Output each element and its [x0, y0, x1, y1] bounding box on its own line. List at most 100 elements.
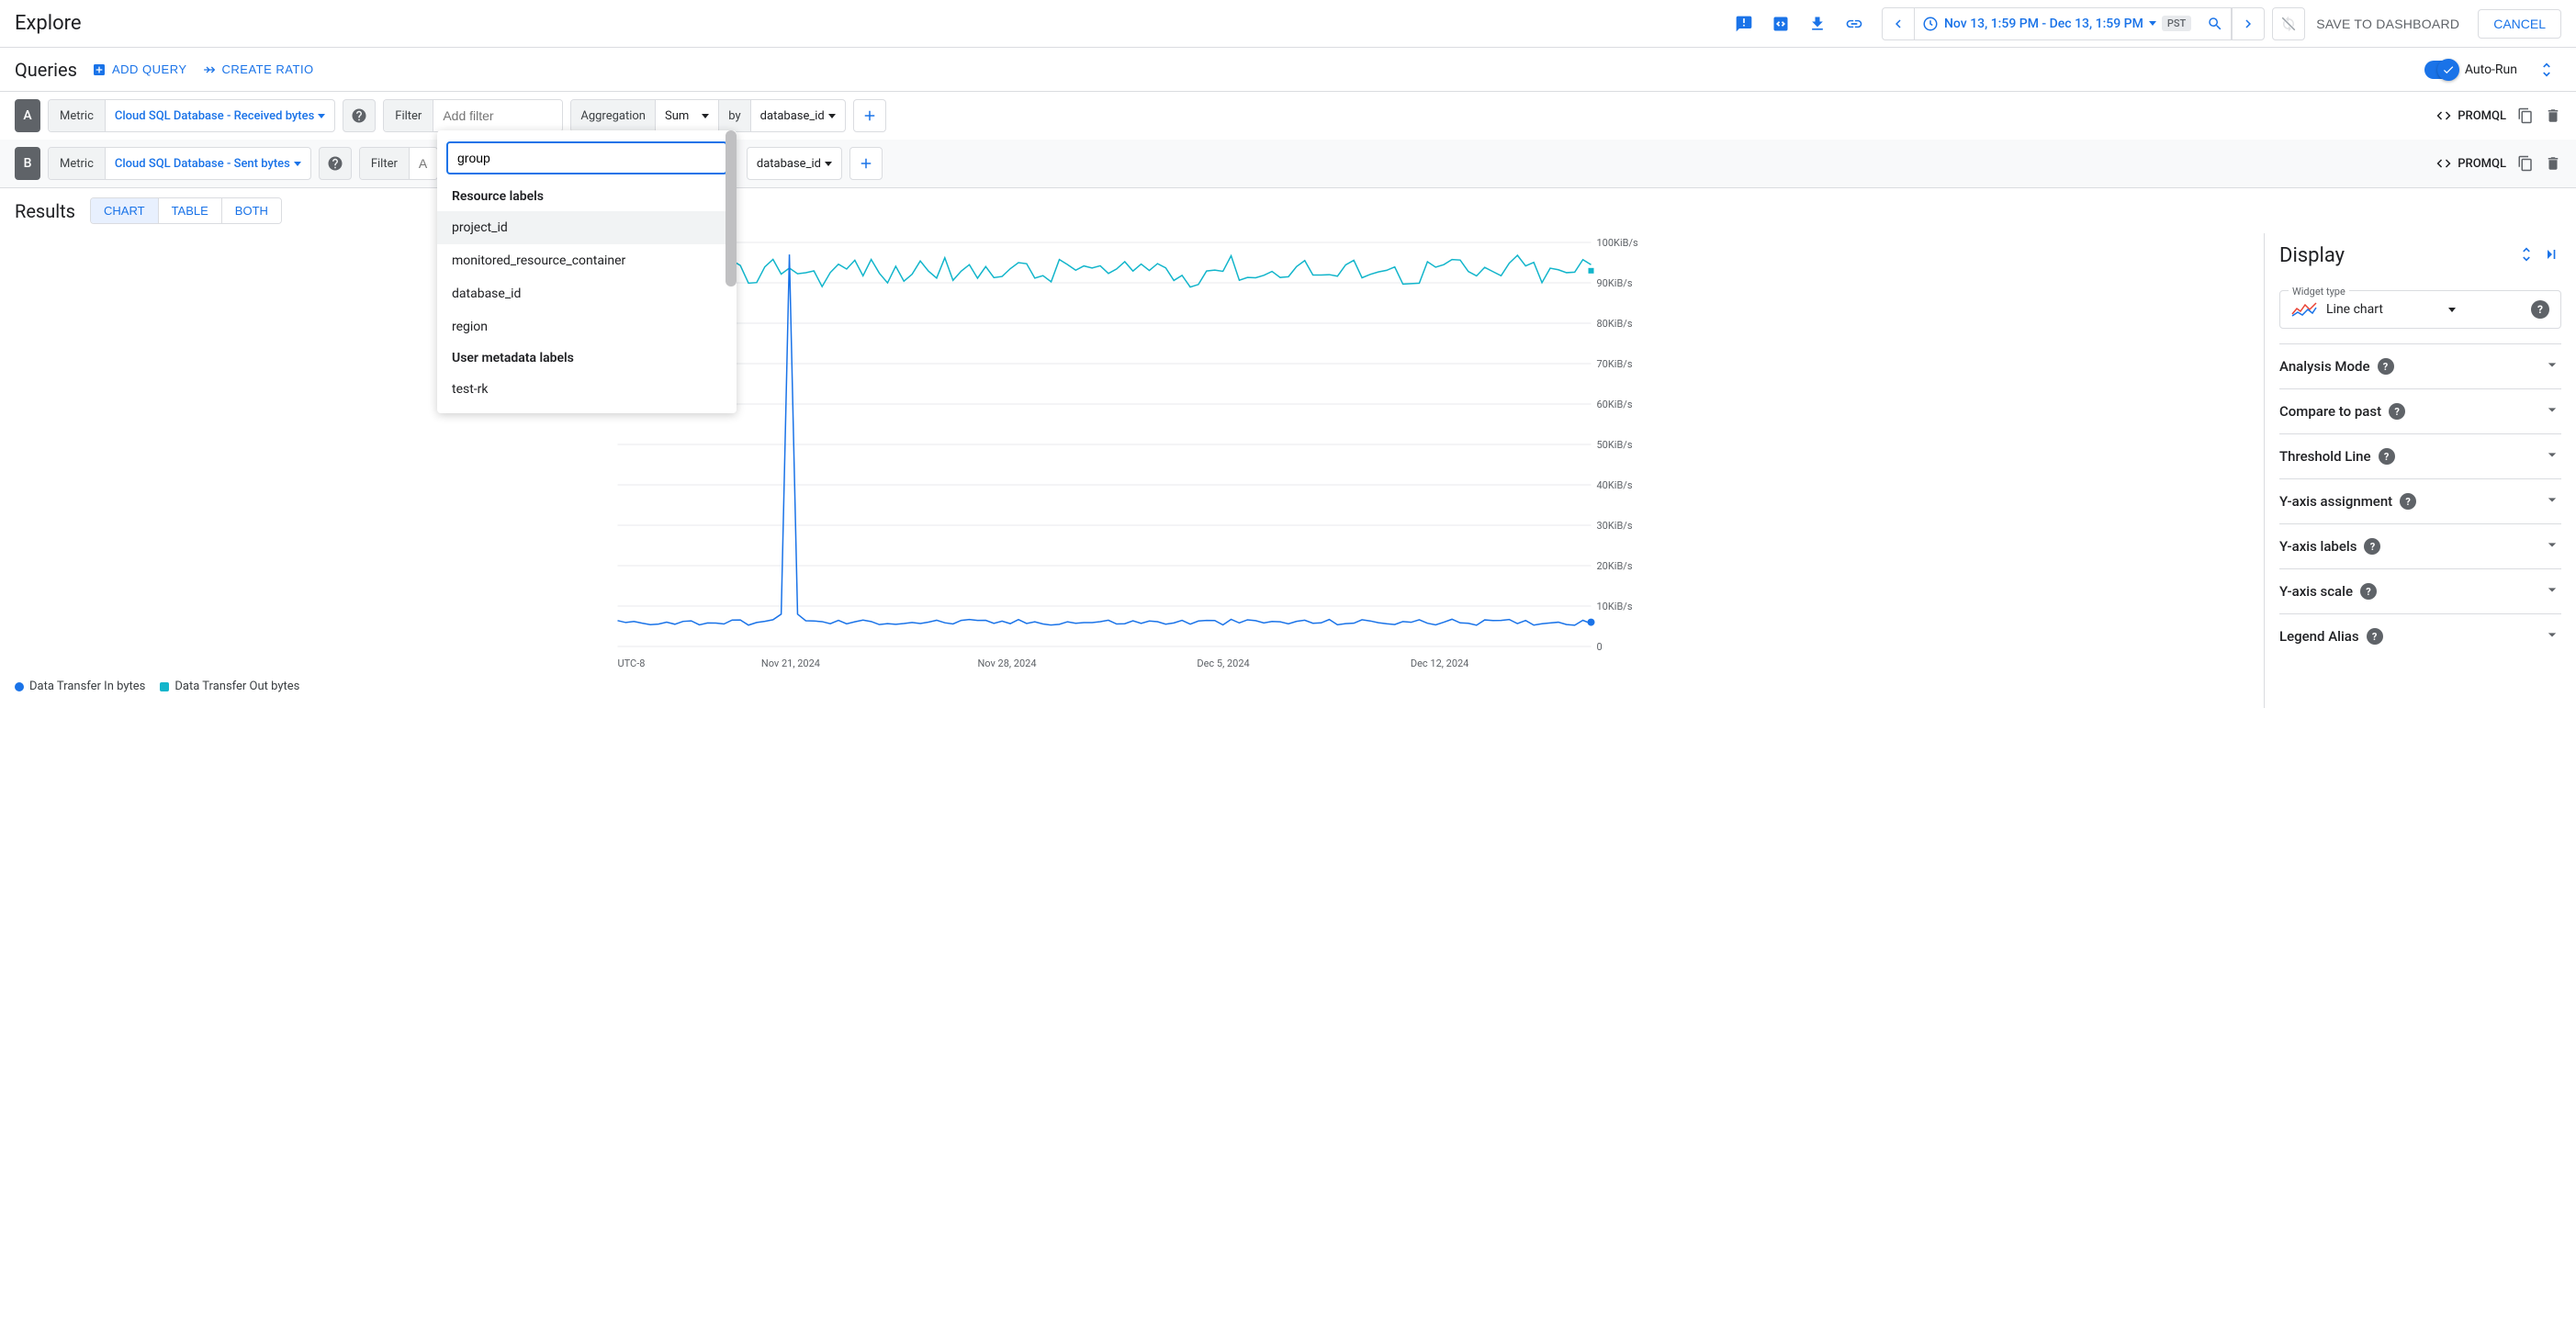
delete-icon[interactable] — [2545, 155, 2561, 172]
filter-group-b: Filter — [359, 147, 438, 180]
collapse-icon[interactable] — [2532, 55, 2561, 84]
legend-item[interactable]: Data Transfer Out bytes — [160, 680, 299, 693]
view-table-button[interactable]: TABLE — [159, 198, 222, 223]
chevron-down-icon — [2543, 490, 2561, 512]
help-icon[interactable]: ? — [2378, 358, 2394, 375]
queries-bar: Queries ADD QUERY CREATE RATIO Auto-Run — [0, 48, 2576, 92]
filter-label: Filter — [360, 148, 410, 179]
promql-button[interactable]: PROMQL — [2435, 107, 2506, 124]
time-next-button[interactable] — [2232, 7, 2265, 40]
svg-text:40KiB/s: 40KiB/s — [1597, 479, 1633, 491]
by-value-select[interactable]: database_id — [751, 100, 845, 131]
time-range-selector[interactable]: Nov 13, 1:59 PM - Dec 13, 1:59 PM PST — [1915, 7, 2199, 40]
disabled-sync-icon[interactable] — [2272, 7, 2305, 40]
display-section[interactable]: Compare to past? — [2279, 388, 2561, 433]
filter-input-a[interactable] — [433, 100, 562, 131]
view-chart-button[interactable]: CHART — [91, 198, 159, 223]
legend-color-b — [160, 682, 169, 691]
by-value-select[interactable]: database_id — [748, 148, 841, 179]
help-icon[interactable]: ? — [2360, 583, 2377, 600]
svg-text:30KiB/s: 30KiB/s — [1597, 520, 1633, 532]
agg-value-select[interactable]: Sum — [656, 100, 719, 131]
time-search-button[interactable] — [2199, 7, 2232, 40]
display-section[interactable]: Legend Alias? — [2279, 613, 2561, 658]
copy-icon[interactable] — [2517, 107, 2534, 124]
comment-icon[interactable] — [1727, 7, 1760, 40]
display-section[interactable]: Analysis Mode? — [2279, 343, 2561, 388]
chevron-down-icon — [2543, 400, 2561, 422]
scrollbar[interactable] — [726, 130, 737, 287]
help-icon[interactable]: ? — [2364, 538, 2380, 555]
chevron-down-icon — [2543, 580, 2561, 602]
delete-icon[interactable] — [2545, 107, 2561, 124]
main-area: 100KiB/s90KiB/s80KiB/s70KiB/s60KiB/s50Ki… — [0, 233, 2576, 708]
legend-item[interactable]: Data Transfer In bytes — [15, 680, 145, 693]
metric-selector-a[interactable]: Metric Cloud SQL Database - Received byt… — [48, 99, 335, 132]
cancel-button[interactable]: CANCEL — [2478, 9, 2561, 39]
create-ratio-button[interactable]: CREATE RATIO — [202, 62, 314, 77]
svg-text:Nov 28, 2024: Nov 28, 2024 — [977, 657, 1036, 669]
help-icon[interactable]: ? — [2400, 493, 2416, 510]
legend-label-a: Data Transfer In bytes — [29, 680, 145, 693]
aggregation-group-a: Aggregation Sum by database_id — [570, 99, 845, 132]
svg-text:Nov 21, 2024: Nov 21, 2024 — [761, 657, 820, 669]
line-chart: 100KiB/s90KiB/s80KiB/s70KiB/s60KiB/s50Ki… — [15, 233, 2249, 674]
view-both-button[interactable]: BOTH — [222, 198, 281, 223]
chevron-down-icon — [2543, 355, 2561, 377]
line-chart-icon — [2291, 301, 2317, 318]
help-icon[interactable]: ? — [2379, 448, 2395, 465]
add-aggregation-button[interactable] — [853, 99, 886, 132]
display-section[interactable]: Threshold Line? — [2279, 433, 2561, 478]
chevron-down-icon — [2543, 445, 2561, 467]
help-icon[interactable]: ? — [2367, 628, 2383, 645]
display-section[interactable]: Y-axis labels? — [2279, 523, 2561, 568]
widget-type-value: Line chart — [2326, 302, 2383, 317]
copy-icon[interactable] — [2517, 155, 2534, 172]
check-icon — [2442, 63, 2455, 76]
save-to-dashboard-button[interactable]: SAVE TO DASHBOARD — [2305, 9, 2470, 39]
metric-selector-b[interactable]: Metric Cloud SQL Database - Sent bytes — [48, 147, 311, 180]
add-aggregation-button[interactable] — [849, 147, 883, 180]
promql-button[interactable]: PROMQL — [2435, 155, 2506, 172]
display-section[interactable]: Y-axis assignment? — [2279, 478, 2561, 523]
help-icon[interactable]: ? — [2389, 403, 2405, 420]
help-button[interactable] — [343, 99, 376, 132]
chart-legend: Data Transfer In bytes Data Transfer Out… — [15, 674, 2249, 693]
legend-color-a — [15, 682, 24, 691]
caret-down-icon — [702, 114, 709, 118]
svg-text:50KiB/s: 50KiB/s — [1597, 439, 1633, 451]
expand-vertical-icon[interactable] — [2517, 245, 2536, 267]
auto-run-toggle[interactable] — [2424, 61, 2458, 79]
link-icon[interactable] — [1838, 7, 1871, 40]
by-group-b: database_id — [747, 147, 842, 180]
filter-input-b[interactable] — [410, 148, 437, 179]
dropdown-item[interactable]: monitored_resource_container — [437, 244, 737, 277]
section-title: Y-axis assignment — [2279, 493, 2392, 510]
display-section[interactable]: Y-axis scale? — [2279, 568, 2561, 613]
help-button[interactable] — [319, 147, 352, 180]
download-icon[interactable] — [1801, 7, 1834, 40]
filter-label: Filter — [384, 100, 433, 131]
dropdown-item[interactable]: test-rk — [437, 373, 737, 406]
dropdown-search-input[interactable] — [446, 141, 727, 174]
filter-group-a: Filter — [383, 99, 563, 132]
collapse-right-icon[interactable] — [2543, 245, 2561, 267]
dropdown-item[interactable]: project_id — [437, 211, 737, 244]
time-prev-button[interactable] — [1882, 7, 1915, 40]
query-badge-b: B — [15, 147, 40, 180]
code-icon[interactable] — [1764, 7, 1797, 40]
metric-label: Metric — [49, 100, 106, 131]
help-icon[interactable]: ? — [2531, 300, 2549, 319]
metric-value: Cloud SQL Database - Sent bytes — [115, 157, 290, 171]
chart-area: 100KiB/s90KiB/s80KiB/s70KiB/s60KiB/s50Ki… — [0, 233, 2264, 708]
plus-box-icon — [92, 62, 107, 77]
section-title: Compare to past — [2279, 403, 2381, 420]
promql-label: PROMQL — [2458, 109, 2506, 123]
metric-value: Cloud SQL Database - Received bytes — [115, 109, 314, 123]
chevron-down-icon — [2543, 535, 2561, 557]
dropdown-item[interactable]: database_id — [437, 277, 737, 310]
svg-text:Dec 5, 2024: Dec 5, 2024 — [1197, 657, 1249, 669]
svg-text:UTC-8: UTC-8 — [618, 657, 646, 669]
add-query-button[interactable]: ADD QUERY — [92, 62, 187, 77]
dropdown-item[interactable]: region — [437, 310, 737, 343]
